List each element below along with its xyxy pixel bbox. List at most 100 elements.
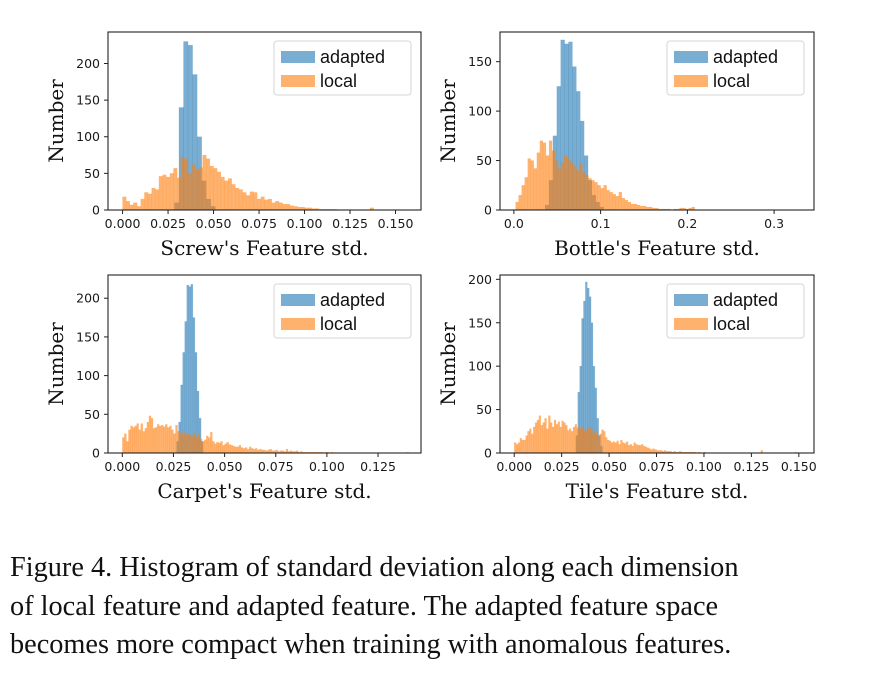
histogram-bar-local — [548, 140, 553, 211]
histogram-bar-local — [576, 170, 580, 211]
legend-label-adapted: adapted — [713, 290, 778, 310]
histogram-bar-local — [555, 424, 559, 454]
y-tick-label: 150 — [468, 315, 492, 330]
histogram-bar-local — [191, 435, 195, 454]
histogram-bar-local — [622, 442, 625, 454]
histogram-bar-local — [605, 437, 608, 454]
x-tick-label: 0.025 — [544, 459, 580, 474]
histogram-bar-local — [216, 171, 222, 211]
histogram-bar-local — [625, 441, 629, 454]
histogram-bar-local — [271, 202, 276, 211]
histogram-bar-local — [524, 177, 528, 211]
histogram-bar-local — [242, 192, 247, 211]
legend: adapted local — [666, 283, 805, 339]
histogram-bar-local — [257, 198, 262, 211]
histogram-bar-local — [525, 435, 528, 454]
y-tick-label: 100 — [76, 368, 100, 383]
histogram-bar-local — [195, 169, 200, 211]
histogram-bar-local — [517, 442, 521, 454]
histogram-bar-local — [560, 162, 565, 211]
x-tick-label: 0.1 — [591, 216, 611, 231]
histogram-bar-local — [614, 442, 617, 454]
histogram-bar-local — [173, 433, 176, 454]
legend-label-adapted: adapted — [713, 47, 778, 67]
x-tick-label: 0.125 — [733, 459, 769, 474]
histogram-bar-local — [158, 425, 162, 454]
histogram-bar-local — [563, 422, 566, 454]
histogram-bar-local — [235, 187, 240, 211]
histogram-bar-local — [205, 435, 209, 454]
histogram-bar-local — [240, 447, 244, 454]
histogram-bar-local — [636, 204, 641, 211]
x-axis-label: Tile's Feature std. — [566, 479, 749, 503]
histogram-bar-local — [567, 430, 570, 454]
histogram-bar-local — [176, 177, 181, 211]
axes-frame — [499, 31, 815, 211]
histogram-bar-local — [639, 444, 642, 454]
histogram-bar-local — [167, 427, 170, 454]
x-tick-label: 0.075 — [258, 459, 294, 474]
histogram-bar-local — [128, 429, 131, 454]
histogram-bar-local — [589, 428, 593, 454]
histogram-bar-local — [152, 428, 156, 454]
histogram-bar-local — [515, 201, 519, 211]
histogram-bar-local — [574, 424, 578, 454]
histogram-bar-local — [269, 448, 272, 454]
histogram-bar-local — [148, 415, 152, 454]
y-tick-label: 200 — [468, 272, 492, 287]
histogram-bar-local — [601, 429, 604, 454]
histogram-bar-local — [289, 205, 294, 211]
histogram-bar-local — [610, 442, 614, 454]
histogram-bar-local — [545, 155, 550, 211]
histogram-bar-local — [169, 173, 174, 211]
histogram-bar-local — [180, 157, 185, 211]
histogram-bar-local — [179, 432, 182, 454]
histogram-bar-local — [627, 201, 632, 211]
histogram-bar-local — [238, 189, 243, 211]
histogram-bar-local — [569, 428, 572, 454]
histogram-bar-local — [608, 440, 612, 454]
histogram-bar-local — [251, 448, 254, 454]
histogram-bar-local — [202, 154, 207, 211]
histogram-bar-local — [144, 428, 148, 454]
histogram-bar-local — [206, 158, 211, 211]
histogram-bar-local — [249, 191, 254, 211]
histogram-bar-local — [286, 203, 291, 211]
histogram-bar-local — [572, 426, 576, 454]
histogram-bar-local — [193, 432, 197, 454]
histogram-bar-local — [557, 421, 560, 454]
histogram-bar-local — [570, 162, 574, 211]
y-tick-label: 200 — [76, 56, 100, 71]
histogram-bar-local — [185, 434, 188, 454]
y-axis-label: Number — [44, 79, 68, 163]
histogram-bar-local — [183, 431, 186, 454]
histogram-bar-local — [154, 427, 158, 454]
legend-swatch-local — [281, 318, 315, 330]
y-axis-label: Number — [436, 322, 460, 406]
histogram-bar-local — [133, 202, 138, 211]
x-tick-label: 0.3 — [764, 216, 784, 231]
legend-label-adapted: adapted — [320, 47, 385, 67]
histogram-bar-local — [593, 432, 597, 454]
legend-swatch-local — [674, 75, 708, 87]
histogram-bar-local — [275, 201, 280, 211]
histogram-bar-adapted — [188, 286, 192, 454]
legend-swatch-adapted — [674, 51, 708, 63]
histogram-bar-local — [151, 187, 156, 211]
histogram-bar-local — [220, 441, 223, 454]
histogram-bar-local — [203, 439, 207, 454]
histogram-bar-local — [609, 191, 613, 211]
histogram-bar-local — [208, 437, 211, 454]
histogram-bar-local — [642, 205, 647, 211]
histogram-bar-local — [600, 188, 604, 211]
legend-label-adapted: adapted — [320, 290, 385, 310]
histogram-bar-local — [591, 430, 595, 454]
chart-panel-2: 0.000 0.025 0.050 0.075 0.100 0.125 0 50 100 150 2… — [44, 274, 422, 503]
caption-line-3: becomes more compact when training with … — [10, 629, 732, 660]
histogram-bar-local — [548, 415, 551, 454]
histogram-bar-local — [597, 185, 601, 211]
histogram-bar-local — [521, 185, 525, 211]
x-tick-label: 0.150 — [378, 216, 414, 231]
histogram-bar-local — [627, 444, 631, 454]
histogram-bar-local — [518, 194, 522, 211]
